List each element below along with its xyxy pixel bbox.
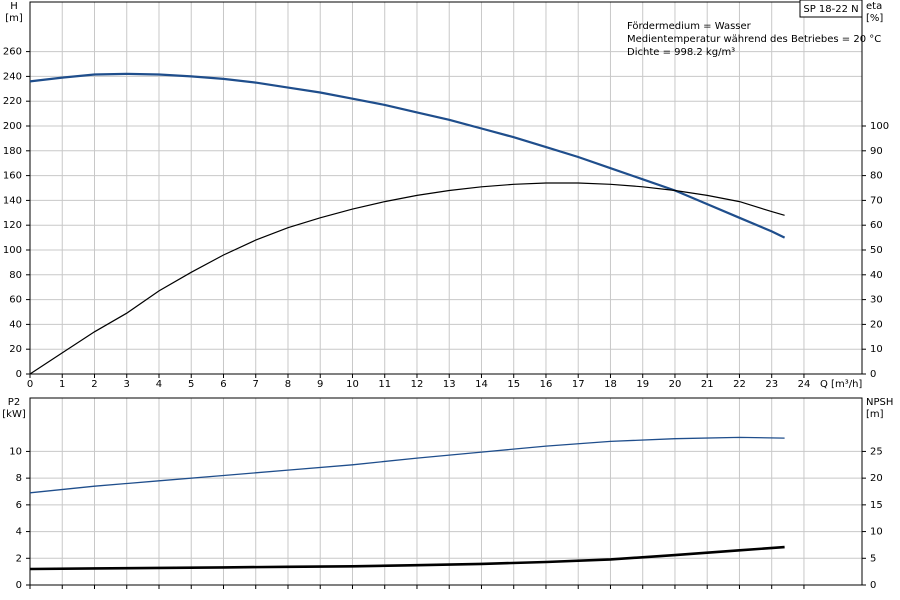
x-tick-label: 7 [253, 379, 259, 390]
curve [29, 182, 785, 375]
y-tick-label: 160 [3, 171, 22, 182]
y2-tick-label: 25 [870, 446, 883, 457]
y-tick-label: 80 [9, 270, 22, 281]
x-tick-label: 11 [378, 379, 391, 390]
y-axis-label: H [10, 1, 18, 12]
curve [29, 436, 785, 494]
annotation: Fördermedium = Wasser [627, 21, 752, 32]
y2-tick-label: 20 [870, 319, 883, 330]
y2-tick-label: 10 [870, 527, 883, 538]
x-tick-label: 3 [124, 379, 130, 390]
x-tick-label: 2 [91, 379, 97, 390]
y-tick-label: 0 [16, 580, 22, 591]
y-tick-label: 120 [3, 220, 22, 231]
x-tick-label: 6 [220, 379, 226, 390]
y-tick-label: 8 [16, 473, 22, 484]
y2-tick-label: 50 [870, 245, 883, 256]
x-tick-label: 8 [285, 379, 291, 390]
x-tick-label: 15 [507, 379, 520, 390]
x-tick-label: 12 [411, 379, 424, 390]
y-tick-label: 40 [9, 319, 22, 330]
y2-tick-label: 5 [870, 553, 876, 564]
x-tick-label: 1 [59, 379, 65, 390]
x-tick-label: 24 [798, 379, 811, 390]
x-tick-label: 14 [475, 379, 488, 390]
y-tick-label: 200 [3, 121, 22, 132]
y-tick-label: 100 [3, 245, 22, 256]
x-tick-label: 16 [540, 379, 553, 390]
x-axis-label: Q [m³/h] [820, 379, 862, 390]
y-tick-label: 240 [3, 71, 22, 82]
x-tick-label: 10 [346, 379, 359, 390]
y2-tick-label: 10 [870, 344, 883, 355]
x-tick-label: 0 [27, 379, 33, 390]
y2-axis-unit: [%] [866, 13, 883, 24]
curve [29, 545, 785, 571]
y2-tick-label: 15 [870, 500, 883, 511]
y-tick-label: 10 [9, 446, 22, 457]
y-axis-label: P2 [8, 397, 20, 408]
y2-axis-label: NPSH [866, 397, 893, 408]
y-axis-unit: [kW] [2, 409, 26, 420]
x-tick-label: 18 [604, 379, 617, 390]
y2-tick-label: 20 [870, 473, 883, 484]
y2-tick-label: 0 [870, 580, 876, 591]
model-box [799, 0, 863, 18]
x-tick-label: 4 [156, 379, 162, 390]
x-tick-label: 23 [765, 379, 778, 390]
y-tick-label: 260 [3, 47, 22, 58]
y2-tick-label: 100 [870, 121, 889, 132]
curve [29, 72, 786, 239]
y2-tick-label: 40 [870, 270, 883, 281]
y2-tick-label: 30 [870, 295, 883, 306]
x-tick-label: 5 [188, 379, 194, 390]
y2-tick-label: 60 [870, 220, 883, 231]
y-tick-label: 220 [3, 96, 22, 107]
y-tick-label: 0 [16, 369, 22, 380]
y-tick-label: 140 [3, 195, 22, 206]
plot-frame [29, 397, 863, 586]
y2-tick-label: 90 [870, 146, 883, 157]
x-tick-label: 20 [669, 379, 682, 390]
annotation: Dichte = 998.2 kg/m³ [627, 47, 735, 58]
plot-frame [29, 1, 863, 375]
y-tick-label: 2 [16, 553, 22, 564]
x-tick-label: 19 [636, 379, 649, 390]
y2-tick-label: 70 [870, 195, 883, 206]
annotation: Medientemperatur während des Betriebes =… [627, 34, 881, 45]
y2-axis-label: eta [866, 1, 882, 12]
x-tick-label: 21 [701, 379, 714, 390]
y-axis-unit: [m] [5, 13, 23, 24]
model-label: SP 18-22 N [803, 4, 858, 15]
y-tick-label: 20 [9, 344, 22, 355]
y-tick-label: 180 [3, 146, 22, 157]
x-tick-label: 22 [733, 379, 746, 390]
y-tick-label: 4 [16, 527, 22, 538]
y2-tick-label: 0 [870, 369, 876, 380]
x-tick-label: 17 [572, 379, 585, 390]
y-tick-label: 6 [16, 500, 22, 511]
y2-axis-unit: [m] [866, 409, 884, 420]
y2-tick-label: 80 [870, 171, 883, 182]
x-tick-label: 9 [317, 379, 323, 390]
y-tick-label: 60 [9, 295, 22, 306]
x-tick-label: 13 [443, 379, 456, 390]
